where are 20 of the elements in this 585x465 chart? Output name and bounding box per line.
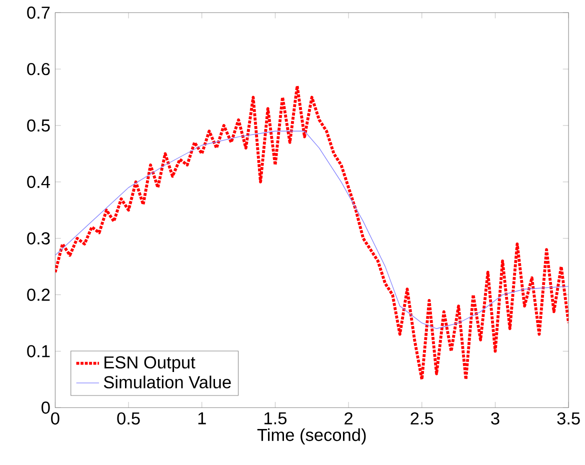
y-tick-label: 0.2 — [27, 288, 50, 301]
y-tick-label: 0.4 — [27, 176, 50, 188]
x-tick-label: 3 — [491, 412, 500, 425]
y-tick-label: 0.7 — [27, 6, 50, 19]
x-tick-label: 3.5 — [557, 412, 580, 425]
legend-label: ESN Output — [104, 356, 196, 372]
x-tick-label: 0.5 — [117, 412, 140, 425]
x-tick-label: 2 — [344, 412, 352, 424]
y-tick-label: 0.5 — [27, 119, 50, 132]
y-tick-label: 0.3 — [27, 232, 50, 245]
x-tick-label: 1.5 — [264, 412, 286, 424]
y-tick-label: 0.6 — [27, 63, 50, 76]
legend-label: Simulation Value — [104, 376, 231, 388]
y-tick-label: 0 — [42, 402, 50, 414]
x-axis-title: Time (second) — [257, 428, 366, 445]
x-tick-label: 0 — [51, 412, 60, 425]
x-tick-label: 1 — [198, 412, 206, 424]
line-series — [55, 130, 569, 330]
y-tick-label: 0.1 — [27, 345, 50, 358]
x-tick-label: 2.5 — [410, 412, 434, 425]
